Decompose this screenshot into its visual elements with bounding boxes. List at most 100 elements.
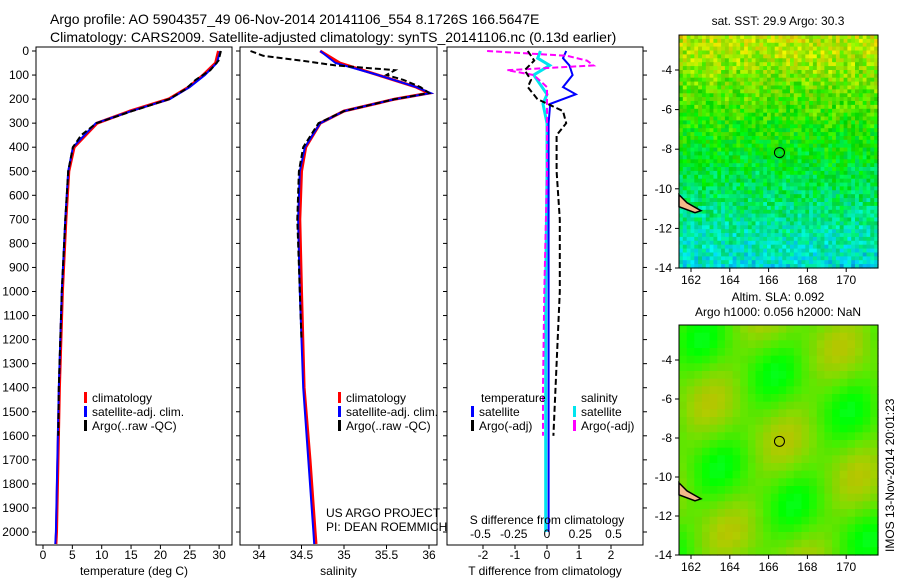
map-cell [816, 244, 822, 250]
map-cell [847, 236, 852, 242]
map-cell [809, 120, 814, 125]
map-cell [805, 209, 810, 215]
map-cell [740, 516, 749, 525]
map-cell [812, 163, 818, 168]
map-cell [778, 486, 787, 495]
map-cell [855, 54, 860, 59]
map-cell [812, 252, 818, 257]
map-cell [797, 147, 802, 153]
map-cell [874, 252, 879, 257]
map-cell [786, 217, 791, 222]
map-cell [843, 229, 848, 234]
map-cell [767, 132, 772, 137]
map-cell [816, 355, 826, 364]
map-cell [832, 217, 837, 222]
map-cell [847, 97, 852, 102]
map-cell [679, 213, 684, 219]
map-cell [728, 139, 734, 145]
map-cell [809, 417, 818, 426]
map-cell [862, 501, 871, 510]
map-cell [832, 493, 841, 502]
map-cell [705, 186, 711, 191]
map-cell [751, 128, 757, 133]
map-cell [874, 35, 879, 40]
lat-tick-label: -4 [661, 353, 672, 367]
lat-tick-label: -10 [655, 182, 673, 196]
map-cell [732, 159, 737, 164]
map-cell [870, 236, 875, 242]
map-cell [816, 178, 822, 184]
map-cell [805, 202, 810, 207]
map-cell [702, 147, 707, 153]
map-cell [805, 151, 810, 156]
map-cell [755, 170, 760, 176]
map-cell [770, 178, 776, 184]
map-cell [702, 432, 711, 441]
map-cell [774, 209, 780, 215]
map-cell [801, 386, 810, 395]
map-cell [862, 371, 871, 380]
map-cell [839, 147, 845, 153]
map-cell [866, 136, 871, 141]
map-cell [858, 81, 864, 87]
map-cell [751, 186, 757, 191]
map-cell [870, 478, 879, 487]
map-cell [786, 256, 791, 261]
map-cell [682, 174, 688, 180]
map-cell [744, 38, 749, 44]
map-cell [702, 73, 707, 79]
map-cell [755, 178, 760, 184]
map-cell [732, 213, 737, 219]
map-cell [747, 539, 757, 548]
map-cell [682, 89, 688, 94]
map-cell [812, 167, 818, 172]
map-cell [732, 363, 741, 372]
map-cell [816, 233, 822, 238]
map-cell [770, 401, 780, 410]
map-cell [682, 229, 688, 234]
map-cell [797, 194, 802, 199]
map-cell [759, 190, 764, 195]
map-cell [874, 139, 879, 145]
map-cell [751, 46, 757, 52]
map-cell [763, 66, 768, 71]
map-cell [786, 332, 795, 341]
map-cell [839, 101, 845, 106]
map-cell [732, 198, 737, 203]
map-cell [793, 159, 799, 164]
map-cell [828, 81, 833, 87]
map-cell [763, 401, 772, 410]
map-cell [820, 42, 825, 48]
map-cell [847, 229, 852, 234]
map-cell [801, 355, 810, 364]
map-cell [847, 260, 852, 265]
map-cell [717, 143, 722, 149]
map-cell [732, 108, 737, 114]
map-cell [747, 120, 753, 125]
map-cell [824, 432, 833, 441]
map-cell [851, 50, 856, 55]
map-cell [755, 221, 760, 226]
map-cell [690, 260, 695, 265]
map-cell [682, 221, 688, 226]
map-cell [778, 209, 783, 215]
map-cell [770, 340, 780, 349]
map-cell [702, 159, 707, 164]
map-cell [698, 54, 703, 59]
map-cell [690, 163, 695, 168]
map-cell [763, 486, 772, 495]
map-cell [694, 174, 699, 180]
map-cell [782, 132, 787, 137]
map-cell [828, 104, 833, 110]
map-cell [717, 97, 722, 102]
map-cell [747, 73, 753, 79]
map-cell [717, 81, 722, 87]
map-cell [724, 108, 730, 114]
map-cell [797, 139, 802, 145]
map-cell [790, 213, 795, 219]
map-cell [702, 256, 707, 261]
map-cell [698, 66, 703, 71]
map-cell [824, 194, 829, 199]
map-cell [866, 213, 871, 219]
map-cell [736, 256, 741, 261]
